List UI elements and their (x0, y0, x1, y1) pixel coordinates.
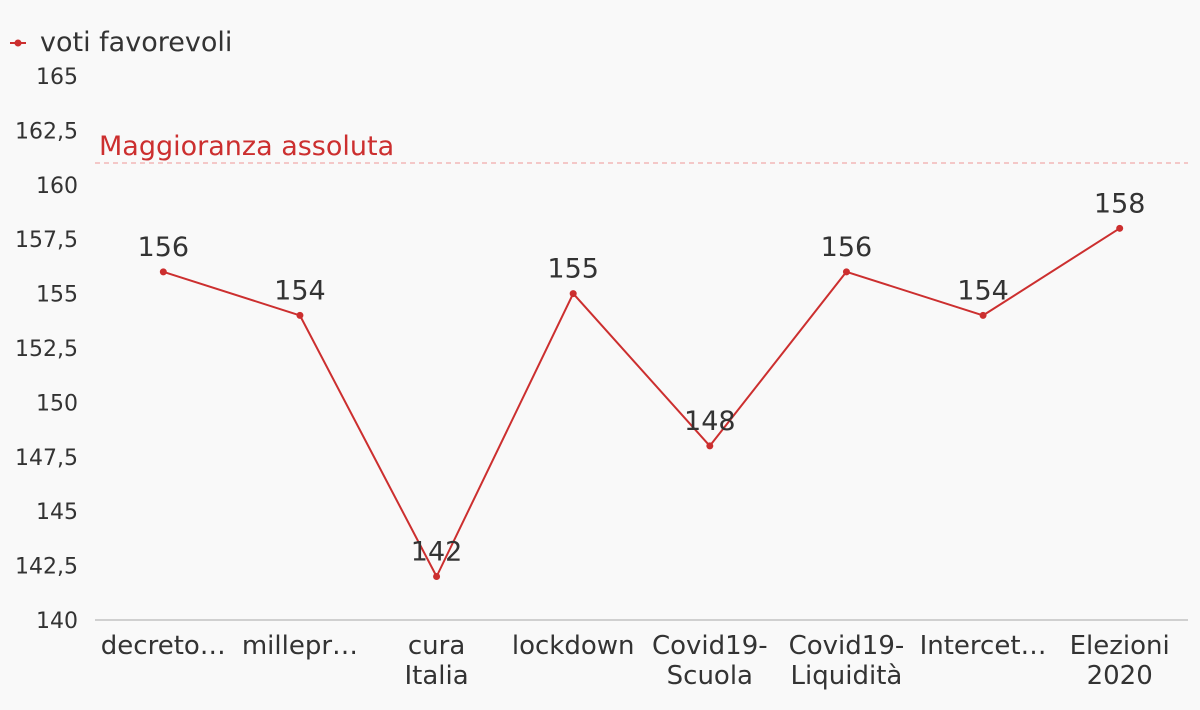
x-tick-label: 2020 (1087, 661, 1153, 691)
x-tick-label: Elezioni (1070, 631, 1170, 661)
data-label: 156 (138, 232, 190, 263)
x-tick-label: Covid19- (789, 631, 905, 661)
reference-line-group: Maggioranza assoluta (95, 131, 1188, 164)
x-tick-label: decreto… (101, 631, 226, 661)
data-label: 154 (957, 275, 1009, 306)
x-tick-label: Italia (404, 661, 468, 691)
data-label: 154 (274, 275, 326, 306)
reference-line-label: Maggioranza assoluta (99, 131, 394, 162)
x-tick-label: millepr… (242, 631, 358, 661)
legend: voti favorevoli (10, 27, 232, 58)
series-line (162, 227, 1121, 578)
y-tick-label: 150 (36, 391, 78, 416)
data-point (842, 268, 850, 276)
legend-label: voti favorevoli (40, 27, 232, 58)
data-label: 155 (547, 254, 599, 285)
data-point (706, 442, 714, 450)
x-tick-label: Scuola (667, 661, 753, 691)
data-point (569, 290, 577, 298)
y-tick-label: 160 (36, 174, 78, 199)
y-tick-label: 157,5 (15, 228, 78, 253)
y-tick-label: 162,5 (15, 119, 78, 144)
y-tick-label: 165 (36, 65, 78, 90)
y-axis: 140 142,5 145 147,5 150 152,5 155 157,5 160 162,5… (15, 65, 78, 634)
data-point (433, 572, 441, 580)
data-point (159, 268, 167, 276)
x-tick-label: cura (408, 631, 465, 661)
x-tick-label: Covid19- (652, 631, 768, 661)
legend-marker (14, 39, 22, 47)
x-tick-label: Liquidità (791, 661, 903, 691)
y-tick-label: 140 (36, 609, 78, 634)
data-point (979, 311, 987, 319)
x-tick-label: Intercet… (920, 631, 1047, 661)
y-tick-label: 152,5 (15, 337, 78, 362)
data-point (296, 311, 304, 319)
data-point (1116, 224, 1124, 232)
data-label: 142 (411, 536, 463, 567)
series-group: 156 154 142 155 148 156 154 158 (138, 188, 1146, 580)
data-label: 158 (1094, 188, 1146, 219)
data-label: 156 (821, 232, 873, 263)
y-tick-label: 155 (36, 283, 78, 308)
x-tick-label: lockdown (512, 631, 635, 661)
y-tick-label: 145 (36, 500, 78, 525)
y-tick-label: 147,5 (15, 446, 78, 471)
y-tick-label: 142,5 (15, 555, 78, 580)
data-label: 148 (684, 406, 736, 437)
